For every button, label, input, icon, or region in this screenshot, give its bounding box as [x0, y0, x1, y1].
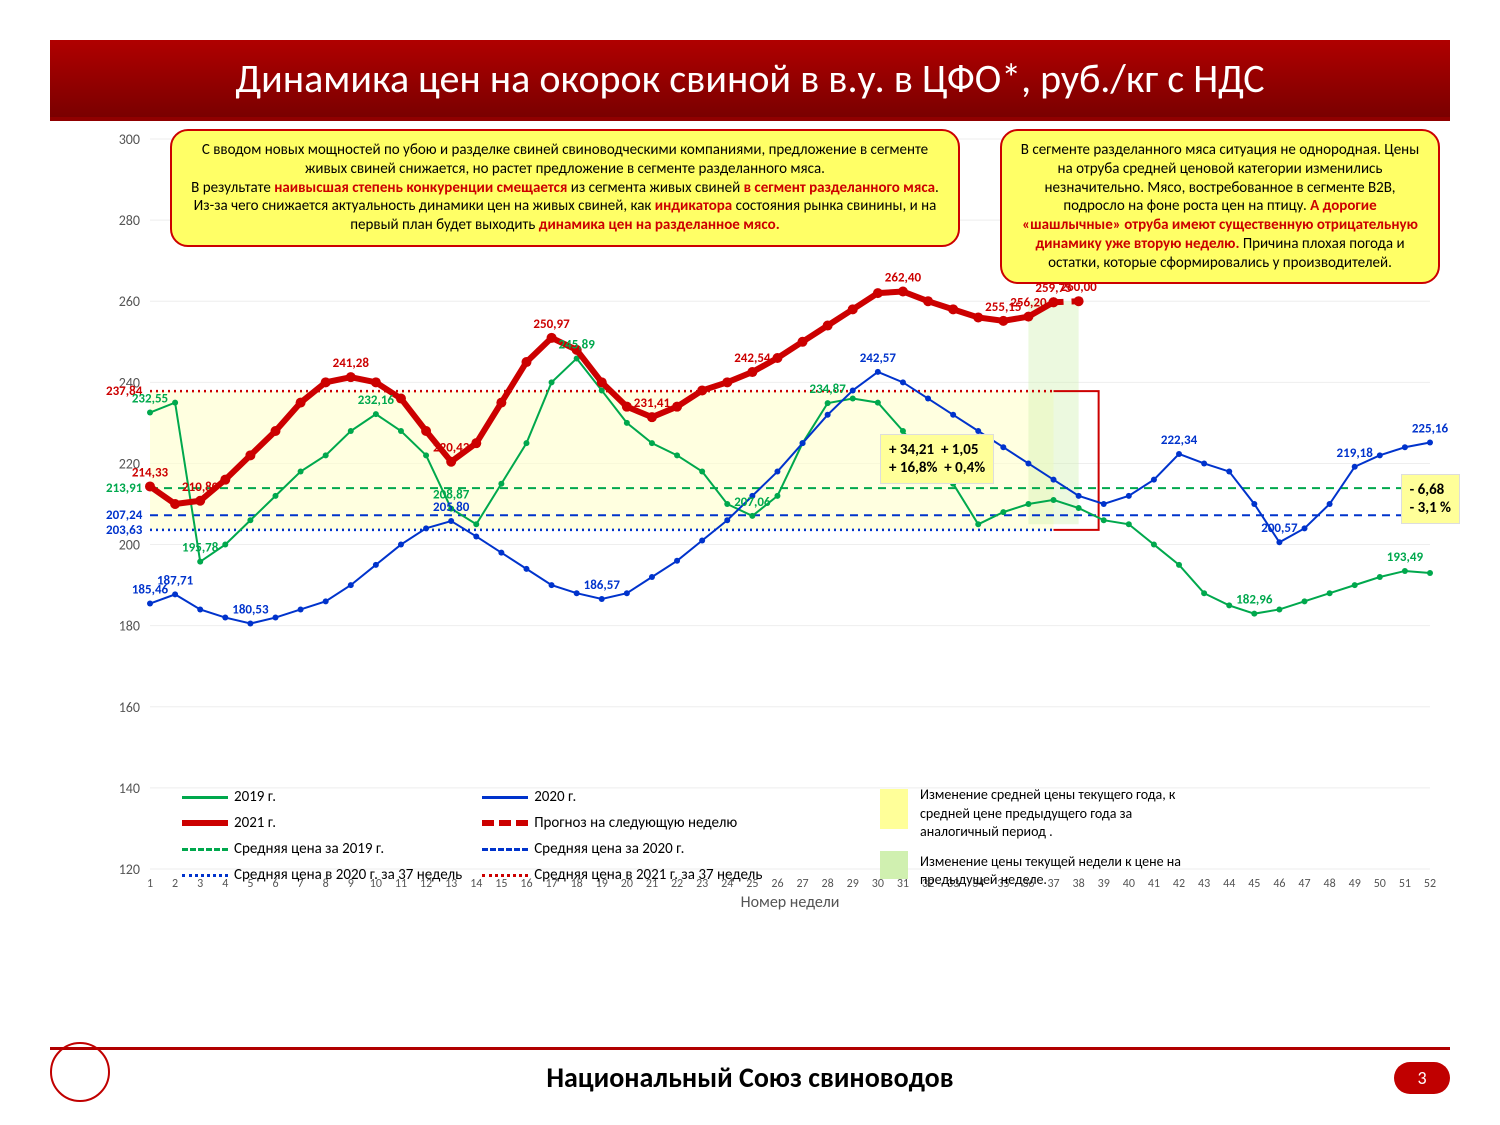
svg-text:1: 1: [147, 877, 153, 891]
change-week-box: - 6,68- 3,1 %: [1401, 474, 1460, 524]
callout-left: С вводом новых мощностей по убою и разде…: [170, 129, 960, 247]
svg-text:245,89: 245,89: [559, 337, 596, 352]
svg-text:242,57: 242,57: [860, 351, 897, 366]
svg-text:48: 48: [1324, 877, 1336, 891]
svg-text:260: 260: [119, 293, 140, 310]
svg-text:47: 47: [1298, 877, 1310, 891]
svg-text:31: 31: [897, 877, 909, 891]
svg-text:120: 120: [119, 861, 140, 878]
svg-text:49: 49: [1349, 877, 1361, 891]
svg-text:30: 30: [872, 877, 884, 891]
svg-text:2: 2: [172, 877, 178, 891]
footer-text: Национальный Союз свиноводов: [546, 1060, 953, 1095]
svg-text:180: 180: [119, 618, 140, 635]
svg-text:180,53: 180,53: [232, 603, 269, 618]
svg-text:232,16: 232,16: [358, 393, 395, 408]
page-number: 3: [1394, 1062, 1450, 1094]
svg-text:256,20: 256,20: [1010, 296, 1047, 311]
slide-title: Динамика цен на окорок свиной в в.у. в Ц…: [50, 40, 1450, 121]
svg-text:210,80: 210,80: [182, 480, 219, 495]
svg-text:46: 46: [1273, 877, 1285, 891]
svg-text:50: 50: [1374, 877, 1386, 891]
legend: 2019 г. 2020 г. 2021 г. Прогноз на следу…: [180, 783, 870, 889]
svg-text:232,55: 232,55: [132, 392, 168, 407]
callout-right: В сегменте разделанного мяса ситуация не…: [1000, 129, 1440, 284]
change-year-box: + 34,21 + 1,05 + 16,8% + 0,4%: [880, 434, 994, 484]
svg-text:262,40: 262,40: [885, 270, 922, 285]
svg-text:219,18: 219,18: [1337, 446, 1374, 461]
stat-text-year: Изменение средней цены текущего года, к …: [920, 786, 1200, 841]
svg-text:203,63: 203,63: [106, 523, 143, 538]
svg-text:51: 51: [1399, 877, 1411, 891]
svg-text:280: 280: [119, 212, 140, 229]
svg-text:214,33: 214,33: [132, 465, 169, 480]
svg-text:231,41: 231,41: [634, 396, 671, 411]
svg-text:186,57: 186,57: [584, 578, 621, 593]
svg-text:182,96: 182,96: [1236, 593, 1273, 608]
svg-text:187,71: 187,71: [157, 573, 194, 588]
legend-swatch-week: [880, 851, 908, 879]
svg-text:213,91: 213,91: [106, 481, 143, 496]
svg-text:205,80: 205,80: [433, 500, 470, 515]
footer: Национальный Союз свиноводов 3: [50, 1047, 1450, 1095]
svg-text:45: 45: [1248, 877, 1260, 891]
svg-text:300: 300: [119, 131, 140, 148]
legend-swatch-year: [880, 789, 908, 829]
stat-text-week: Изменение цены текущей недели к цене на …: [920, 853, 1200, 889]
svg-text:242,54: 242,54: [734, 351, 771, 366]
svg-text:241,28: 241,28: [333, 356, 370, 371]
logo-icon: [50, 1042, 110, 1102]
chart-container: С вводом новых мощностей по убою и разде…: [50, 129, 1450, 919]
svg-text:195,78: 195,78: [182, 541, 219, 556]
svg-text:200: 200: [119, 537, 140, 554]
svg-text:Номер недели: Номер недели: [741, 893, 840, 912]
svg-text:225,16: 225,16: [1412, 422, 1449, 437]
svg-text:234,87: 234,87: [809, 382, 846, 397]
svg-text:193,49: 193,49: [1387, 550, 1424, 565]
svg-text:200,57: 200,57: [1261, 521, 1298, 536]
svg-text:140: 140: [119, 780, 140, 797]
svg-text:250,97: 250,97: [533, 317, 570, 332]
svg-text:160: 160: [119, 699, 140, 716]
svg-text:220,43: 220,43: [433, 441, 470, 456]
svg-text:222,34: 222,34: [1161, 433, 1198, 448]
svg-text:44: 44: [1223, 877, 1235, 891]
svg-text:52: 52: [1424, 877, 1436, 891]
svg-text:207,06: 207,06: [734, 495, 771, 510]
svg-text:207,24: 207,24: [106, 508, 143, 523]
